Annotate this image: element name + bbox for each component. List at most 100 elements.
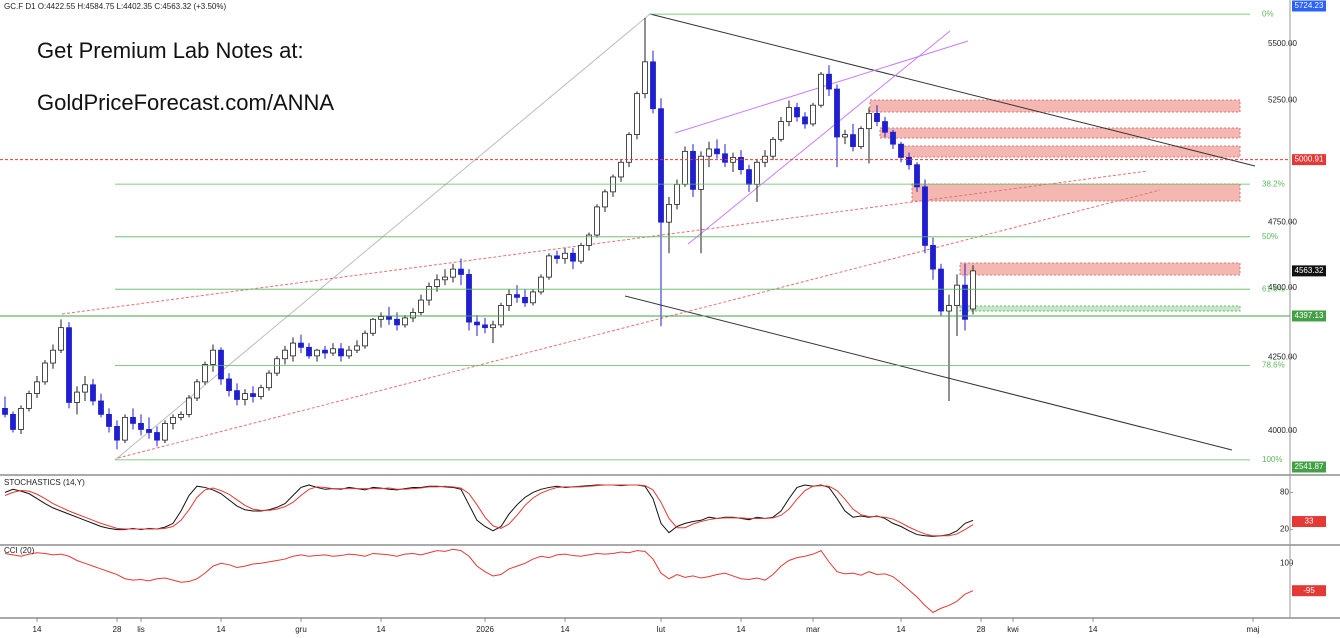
- series-line: [4, 484, 974, 537]
- candle-body: [946, 305, 952, 312]
- candle-body: [66, 327, 72, 403]
- y-tick-label: 4250.00: [1268, 352, 1297, 361]
- candle-body: [18, 407, 24, 430]
- candle-body: [554, 255, 560, 259]
- zone: [899, 145, 1241, 158]
- candle-body: [218, 349, 224, 380]
- candle-body: [578, 245, 584, 262]
- candle-body: [98, 400, 104, 415]
- fib-label: 61.8%: [1262, 284, 1285, 293]
- trend-line: [61, 170, 1149, 315]
- candle-body: [938, 268, 944, 312]
- zone: [879, 127, 1241, 139]
- candle-body: [898, 143, 904, 158]
- candle-body: [618, 161, 624, 178]
- candle-body: [442, 276, 448, 281]
- level-badge-bg: [1292, 154, 1326, 166]
- candle-body: [58, 327, 64, 351]
- candle-body: [10, 413, 16, 430]
- candle-body: [394, 318, 400, 326]
- candle-body: [842, 134, 848, 138]
- candle-body: [642, 61, 648, 95]
- candle-body: [882, 121, 888, 133]
- candle-body: [178, 413, 184, 418]
- fib-label: 0%: [1262, 9, 1274, 18]
- candle-body: [298, 342, 304, 348]
- candle-body: [50, 349, 56, 364]
- candle-body: [266, 372, 272, 389]
- candle-body: [354, 345, 360, 351]
- candle-body: [26, 393, 32, 409]
- candle-body: [314, 349, 320, 357]
- candle-body: [234, 390, 240, 400]
- y-tick-label: 4750.00: [1268, 217, 1297, 226]
- candle-body: [426, 286, 432, 301]
- x-tick-label: 28: [977, 625, 986, 634]
- candle-body: [130, 416, 136, 424]
- candle-body: [714, 148, 720, 155]
- candle-body: [338, 348, 344, 357]
- candle-body: [34, 381, 40, 394]
- candle-body: [634, 93, 640, 135]
- price-badge: 4563.32: [1295, 266, 1324, 275]
- candle-body: [650, 61, 656, 110]
- price-badge-bg: [1292, 265, 1326, 277]
- candle-body: [522, 296, 528, 304]
- x-tick-label: 14: [897, 625, 906, 634]
- x-tick-label: gru: [295, 625, 307, 634]
- candle-body: [514, 294, 520, 298]
- candle-body: [954, 284, 960, 306]
- candle-body: [210, 349, 216, 365]
- price-badge-bg: [1292, 0, 1326, 12]
- candle-body: [82, 384, 88, 393]
- candle-body: [186, 397, 192, 415]
- candle-body: [482, 324, 488, 329]
- candle-body: [818, 73, 824, 106]
- annotation: Get Premium Lab Notes at:: [37, 38, 304, 63]
- candle-body: [106, 413, 112, 427]
- candle-body: [658, 108, 664, 223]
- candle-body: [874, 112, 880, 122]
- fib-label: 38.2%: [1262, 179, 1285, 188]
- candle-body: [858, 128, 864, 147]
- candle-body: [770, 138, 776, 157]
- candle-body: [2, 407, 8, 415]
- candle-body: [146, 429, 152, 433]
- candle-body: [122, 416, 128, 441]
- candle-body: [242, 393, 248, 400]
- candle-body: [722, 153, 728, 163]
- zone: [911, 183, 1241, 202]
- fib-label: 78.6%: [1262, 360, 1285, 369]
- trend-line: [117, 189, 1161, 459]
- candle-body: [546, 255, 552, 278]
- candle-body: [906, 157, 912, 166]
- x-tick-label: kwi: [1007, 625, 1019, 634]
- chart-title: GC.F D1 O:4422.55 H:4584.75 L:4402.35 C:…: [4, 2, 226, 11]
- series-line: [4, 548, 974, 614]
- candle-body: [362, 332, 368, 347]
- candle-body: [826, 73, 832, 90]
- zone: [869, 99, 1241, 113]
- y-tick-label: 4500.00: [1268, 283, 1297, 292]
- candle-body: [370, 318, 376, 334]
- x-tick-label: 28: [113, 625, 122, 634]
- panel-title: CCI (20): [4, 546, 35, 555]
- candle-body: [490, 324, 496, 329]
- indicator-badge: 33: [1305, 517, 1314, 526]
- candle-body: [402, 317, 408, 326]
- x-tick-label: lut: [657, 625, 666, 634]
- candle-body: [194, 381, 200, 399]
- candle-body: [378, 316, 384, 320]
- candle-body: [914, 164, 920, 188]
- candle-body: [746, 169, 752, 185]
- x-tick-label: 14: [377, 625, 386, 634]
- candle-body: [474, 321, 480, 326]
- y-tick-label: 100: [1280, 558, 1294, 567]
- candle-body: [810, 104, 816, 125]
- x-tick-label: 14: [1089, 625, 1098, 634]
- candle-body: [586, 234, 592, 246]
- candle-body: [90, 384, 96, 402]
